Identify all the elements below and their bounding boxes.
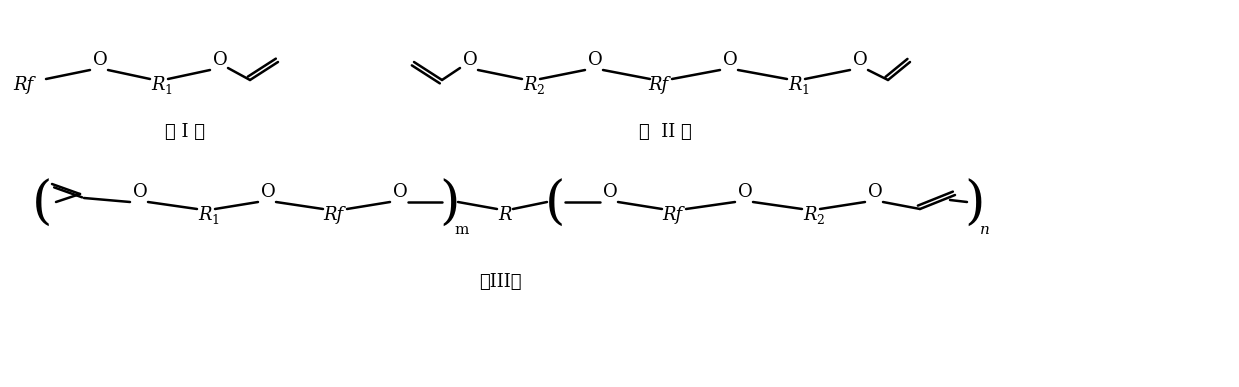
Text: Rf: Rf xyxy=(662,206,681,224)
Text: R: R xyxy=(498,206,512,224)
Text: R: R xyxy=(198,206,212,224)
Text: Rf: Rf xyxy=(648,76,668,94)
Text: （  II ）: （ II ） xyxy=(638,123,691,141)
Text: （III）: （III） xyxy=(478,273,522,291)
Text: O: O xyxy=(867,183,882,201)
Text: R: R xyxy=(151,76,165,94)
Text: ): ) xyxy=(965,178,985,229)
Text: 1: 1 xyxy=(211,214,219,228)
Text: 2: 2 xyxy=(536,84,544,98)
Text: (: ( xyxy=(545,178,565,229)
Text: O: O xyxy=(213,51,228,69)
Text: ): ) xyxy=(440,178,460,229)
Text: (: ( xyxy=(32,178,52,229)
Text: 2: 2 xyxy=(817,214,824,228)
Text: O: O xyxy=(260,183,275,201)
Text: O: O xyxy=(737,183,752,201)
Text: Rf: Rf xyxy=(12,76,33,94)
Text: Rf: Rf xyxy=(323,206,343,224)
Text: 1: 1 xyxy=(800,84,809,98)
Text: O: O xyxy=(852,51,867,69)
Text: R: R xyxy=(523,76,536,94)
Text: （ I ）: （ I ） xyxy=(165,123,204,141)
Text: m: m xyxy=(455,223,470,237)
Text: O: O xyxy=(462,51,477,69)
Text: O: O xyxy=(587,51,602,69)
Text: 1: 1 xyxy=(164,84,172,98)
Text: O: O xyxy=(602,183,617,201)
Text: n: n xyxy=(980,223,990,237)
Text: O: O xyxy=(393,183,408,201)
Text: O: O xyxy=(722,51,737,69)
Text: O: O xyxy=(93,51,108,69)
Text: O: O xyxy=(133,183,147,201)
Text: R: R xyxy=(803,206,817,224)
Text: R: R xyxy=(788,76,802,94)
